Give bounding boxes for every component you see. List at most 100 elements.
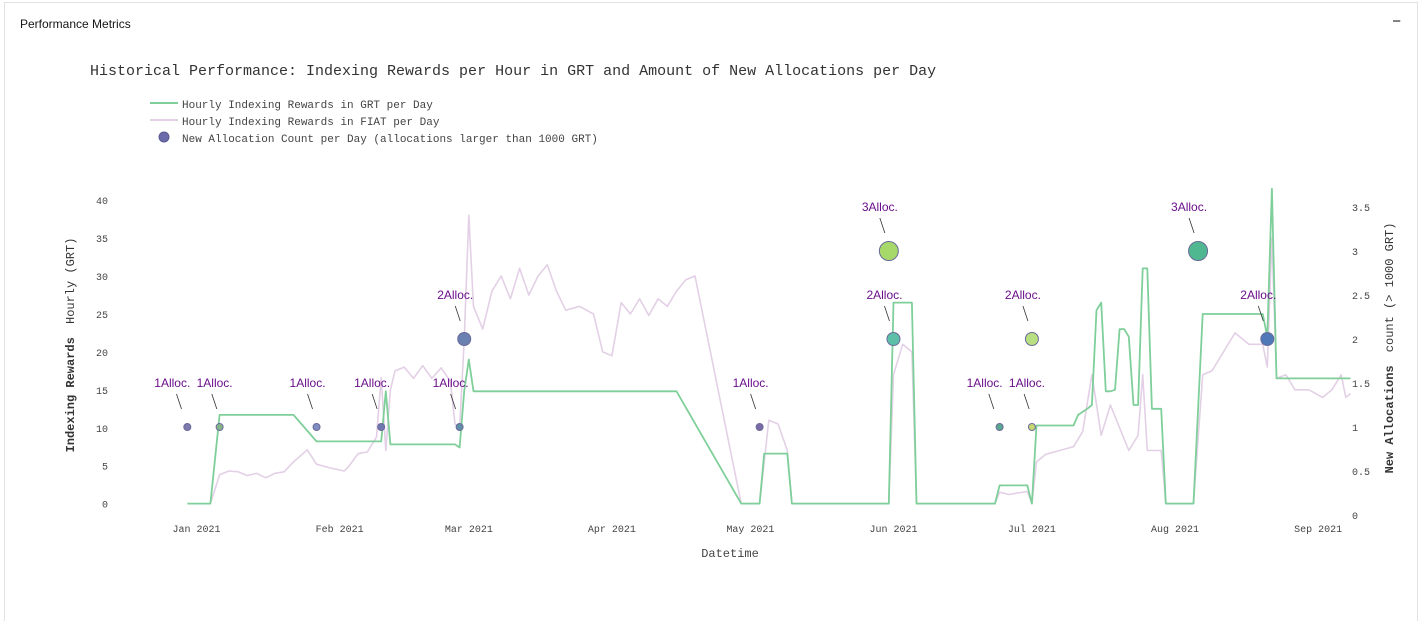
- allocation-marker[interactable]: [457, 332, 472, 346]
- y-tick-label: 35: [96, 235, 108, 246]
- annotation-arrow: [1022, 305, 1029, 322]
- allocation-marker[interactable]: [886, 332, 901, 346]
- allocation-point[interactable]: 1Alloc.: [354, 376, 390, 431]
- allocation-label: 1Alloc.: [733, 376, 769, 390]
- allocation-point[interactable]: 2Alloc.: [437, 288, 473, 346]
- y-tick-label: 20: [96, 349, 108, 360]
- allocation-label: 2Alloc.: [866, 288, 902, 302]
- y2-tick-label: 0: [1352, 512, 1358, 523]
- x-axis-label: Datetime: [701, 547, 759, 561]
- y2-axis-label-bold: New Allocations: [1383, 365, 1397, 473]
- legend-label-allocations: New Allocation Count per Day (allocation…: [182, 134, 598, 146]
- annotation-arrow: [450, 393, 456, 410]
- x-tick-label: Aug 2021: [1151, 525, 1199, 536]
- legend-label-grt: Hourly Indexing Rewards in GRT per Day: [182, 100, 433, 112]
- y-tick-label: 25: [96, 311, 108, 322]
- y-tick-label: 10: [96, 425, 108, 436]
- allocation-point[interactable]: 1Alloc.: [433, 376, 469, 431]
- allocation-marker[interactable]: [455, 423, 464, 431]
- collapse-button[interactable]: −: [1392, 13, 1401, 30]
- x-tick-label: Mar 2021: [445, 525, 493, 536]
- x-axis-ticks: Jan 2021 Feb 2021 Mar 2021 Apr 2021 May 2021…: [173, 524, 1343, 536]
- y-tick-label: 30: [96, 273, 108, 284]
- y2-tick-label: 1.5: [1352, 380, 1370, 391]
- series-layer: [187, 187, 1351, 505]
- y-tick-label: 5: [102, 463, 108, 474]
- y2-tick-label: 2: [1352, 336, 1358, 347]
- allocation-point[interactable]: 3Alloc.: [1171, 200, 1209, 261]
- allocation-point[interactable]: 2Alloc.: [1240, 288, 1276, 346]
- y-tick-label: 40: [96, 197, 108, 208]
- allocation-label: 1Alloc.: [290, 376, 326, 390]
- x-tick-label: May 2021: [726, 525, 774, 536]
- y-axis-label-bold: Indexing Rewards: [64, 337, 78, 452]
- allocation-label: 1Alloc.: [1009, 376, 1045, 390]
- y2-axis-ticks: 0 0.5 1 1.5 2 2.5 3 3.5: [1352, 204, 1370, 523]
- allocation-point[interactable]: 1Alloc.: [290, 376, 326, 431]
- annotation-arrow: [879, 217, 886, 234]
- x-tick-label: Jul 2021: [1008, 524, 1056, 536]
- allocation-label: 2Alloc.: [1240, 288, 1276, 302]
- allocation-marker[interactable]: [1027, 423, 1036, 431]
- allocation-label: 3Alloc.: [862, 200, 898, 214]
- allocation-label: 1Alloc.: [433, 376, 469, 390]
- allocation-marker[interactable]: [755, 423, 764, 431]
- allocation-marker[interactable]: [1260, 332, 1275, 346]
- x-tick-label: Jun 2021: [869, 525, 917, 536]
- allocation-label: 3Alloc.: [1171, 200, 1207, 214]
- annotation-arrow: [1188, 217, 1195, 234]
- annotation-arrow: [176, 393, 182, 410]
- y2-tick-label: 2.5: [1352, 292, 1370, 303]
- allocation-label: 1Alloc.: [154, 376, 190, 390]
- allocation-label: 1Alloc.: [354, 376, 390, 390]
- allocation-marker[interactable]: [1024, 332, 1039, 346]
- allocations-layer: 1Alloc. 1Alloc. 1Alloc. 1Alloc. 1Alloc. 2Allo…: [154, 200, 1276, 431]
- y2-axis-label-rest: count (> 1000 GRT): [1383, 223, 1397, 353]
- annotation-arrow: [1023, 393, 1030, 410]
- allocation-marker[interactable]: [1188, 241, 1209, 261]
- annotation-arrow: [211, 393, 218, 410]
- y2-axis-label: New Allocations count (> 1000 GRT): [1383, 223, 1397, 474]
- allocation-point[interactable]: 1Alloc.: [197, 376, 233, 431]
- allocation-point[interactable]: 1Alloc.: [967, 376, 1004, 431]
- allocation-point[interactable]: 3Alloc.: [862, 200, 899, 261]
- grt-rewards-line: [187, 187, 1351, 505]
- fiat-rewards-line: [209, 214, 1351, 505]
- allocation-point[interactable]: 2Alloc.: [866, 288, 902, 346]
- allocation-marker[interactable]: [377, 423, 386, 431]
- x-tick-label: Sep 2021: [1294, 525, 1342, 536]
- y2-tick-label: 0.5: [1352, 468, 1370, 479]
- allocation-marker[interactable]: [878, 241, 899, 261]
- legend-marker-allocations: [158, 131, 170, 143]
- y2-tick-label: 1: [1352, 424, 1358, 435]
- allocation-marker[interactable]: [312, 423, 321, 431]
- annotation-arrow: [454, 305, 461, 322]
- allocation-point[interactable]: 2Alloc.: [1005, 288, 1041, 346]
- allocation-label: 1Alloc.: [197, 376, 233, 390]
- y-axis-label-rest: Hourly (GRT): [64, 238, 78, 324]
- allocation-marker[interactable]: [995, 423, 1004, 431]
- annotation-arrow: [750, 393, 756, 410]
- panel-title: Performance Metrics: [20, 17, 131, 31]
- annotation-arrow: [988, 393, 995, 410]
- annotation-arrow: [307, 393, 313, 410]
- allocation-marker[interactable]: [215, 423, 224, 431]
- allocation-label: 2Alloc.: [437, 288, 473, 302]
- annotation-arrow: [371, 393, 378, 410]
- y-axis-ticks: 0 5 10 15 20 25 30 35 40: [96, 197, 108, 511]
- allocation-marker[interactable]: [183, 423, 192, 431]
- y-tick-label: 0: [102, 501, 108, 512]
- x-tick-label: Jan 2021: [173, 525, 221, 536]
- legend-label-fiat: Hourly Indexing Rewards in FIAT per Day: [182, 117, 440, 129]
- y-tick-label: 15: [96, 387, 108, 398]
- allocation-label: 1Alloc.: [967, 376, 1003, 390]
- allocation-point[interactable]: 1Alloc.: [733, 376, 769, 431]
- y-axis-label: Indexing Rewards Hourly (GRT): [64, 238, 78, 453]
- allocation-point[interactable]: 1Alloc.: [154, 376, 192, 431]
- legend: Hourly Indexing Rewards in GRT per Day H…: [150, 100, 598, 146]
- y2-tick-label: 3.5: [1352, 204, 1370, 215]
- allocation-point[interactable]: 1Alloc.: [1009, 376, 1045, 431]
- performance-metrics-panel: Performance Metrics −: [4, 2, 1418, 621]
- annotation-arrow: [884, 305, 890, 322]
